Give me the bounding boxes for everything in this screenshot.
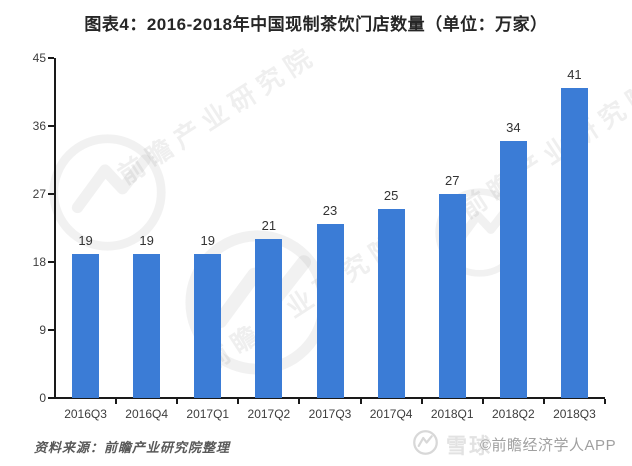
- x-axis-tick: [298, 399, 301, 404]
- x-axis-tick: [481, 399, 484, 404]
- chart-title: 图表4：2016-2018年中国现制茶饮门店数量（单位：万家）: [84, 15, 548, 34]
- x-axis-tick: [420, 399, 423, 404]
- bar-value-label: 19: [78, 233, 93, 249]
- bar-value-label: 19: [200, 233, 215, 249]
- bar: [133, 254, 161, 398]
- x-axis-tick: [115, 399, 118, 404]
- y-axis-line: [54, 58, 56, 399]
- xueqiu-logo-icon: [413, 430, 438, 455]
- x-axis-tick: [176, 399, 179, 404]
- bar-value-label: 34: [506, 120, 521, 136]
- x-tick-label: 2018Q3: [553, 407, 596, 421]
- bar-value-label: 27: [444, 173, 460, 188]
- x-tick-label: 2016Q3: [64, 407, 107, 421]
- y-axis-tick: [48, 125, 54, 127]
- bar-value-label: 21: [261, 218, 277, 234]
- y-axis-tick: [48, 397, 54, 399]
- xueqiu-brand-watermark-text: 雪球: [446, 435, 492, 458]
- x-tick-label: 2018Q1: [430, 407, 474, 421]
- y-axis-tick: [48, 329, 54, 331]
- y-tick-label: 18: [32, 255, 46, 269]
- y-tick-label: 36: [32, 119, 46, 133]
- x-axis-tick: [237, 399, 240, 404]
- bar-value-label: 41: [567, 67, 582, 83]
- bar: [499, 141, 527, 398]
- x-axis-tick: [604, 399, 606, 404]
- x-axis-line: [54, 397, 605, 399]
- y-axis-tick: [48, 57, 54, 59]
- bar: [316, 224, 344, 398]
- x-tick-label: 2017Q1: [186, 407, 230, 421]
- x-axis-tick: [542, 399, 545, 404]
- bar-value-label: 23: [322, 203, 338, 219]
- x-tick-label: 2017Q4: [369, 407, 413, 421]
- x-tick-label: 2017Q2: [247, 407, 291, 421]
- y-tick-label: 45: [32, 51, 46, 65]
- x-tick-label: 2017Q3: [308, 407, 352, 421]
- y-tick-label: 27: [32, 187, 46, 201]
- y-tick-label: 0: [39, 391, 46, 405]
- y-axis-tick: [48, 261, 54, 263]
- x-tick-label: 2016Q4: [125, 407, 168, 421]
- bar: [72, 254, 100, 398]
- y-axis-tick: [48, 193, 54, 195]
- bar: [194, 254, 222, 398]
- y-tick-label: 9: [39, 323, 46, 337]
- x-axis-tick: [359, 399, 362, 404]
- bar: [377, 209, 405, 398]
- source-note: 资料来源：前瞻产业研究院整理: [34, 440, 231, 455]
- bar: [255, 239, 283, 398]
- bar: [560, 88, 588, 398]
- bar-value-label: 25: [383, 188, 399, 204]
- x-tick-label: 2018Q2: [491, 407, 535, 421]
- copyright-watermark-text: ©前瞻经济学人APP: [480, 437, 617, 454]
- bar-value-label: 19: [139, 233, 154, 249]
- bar: [438, 194, 466, 398]
